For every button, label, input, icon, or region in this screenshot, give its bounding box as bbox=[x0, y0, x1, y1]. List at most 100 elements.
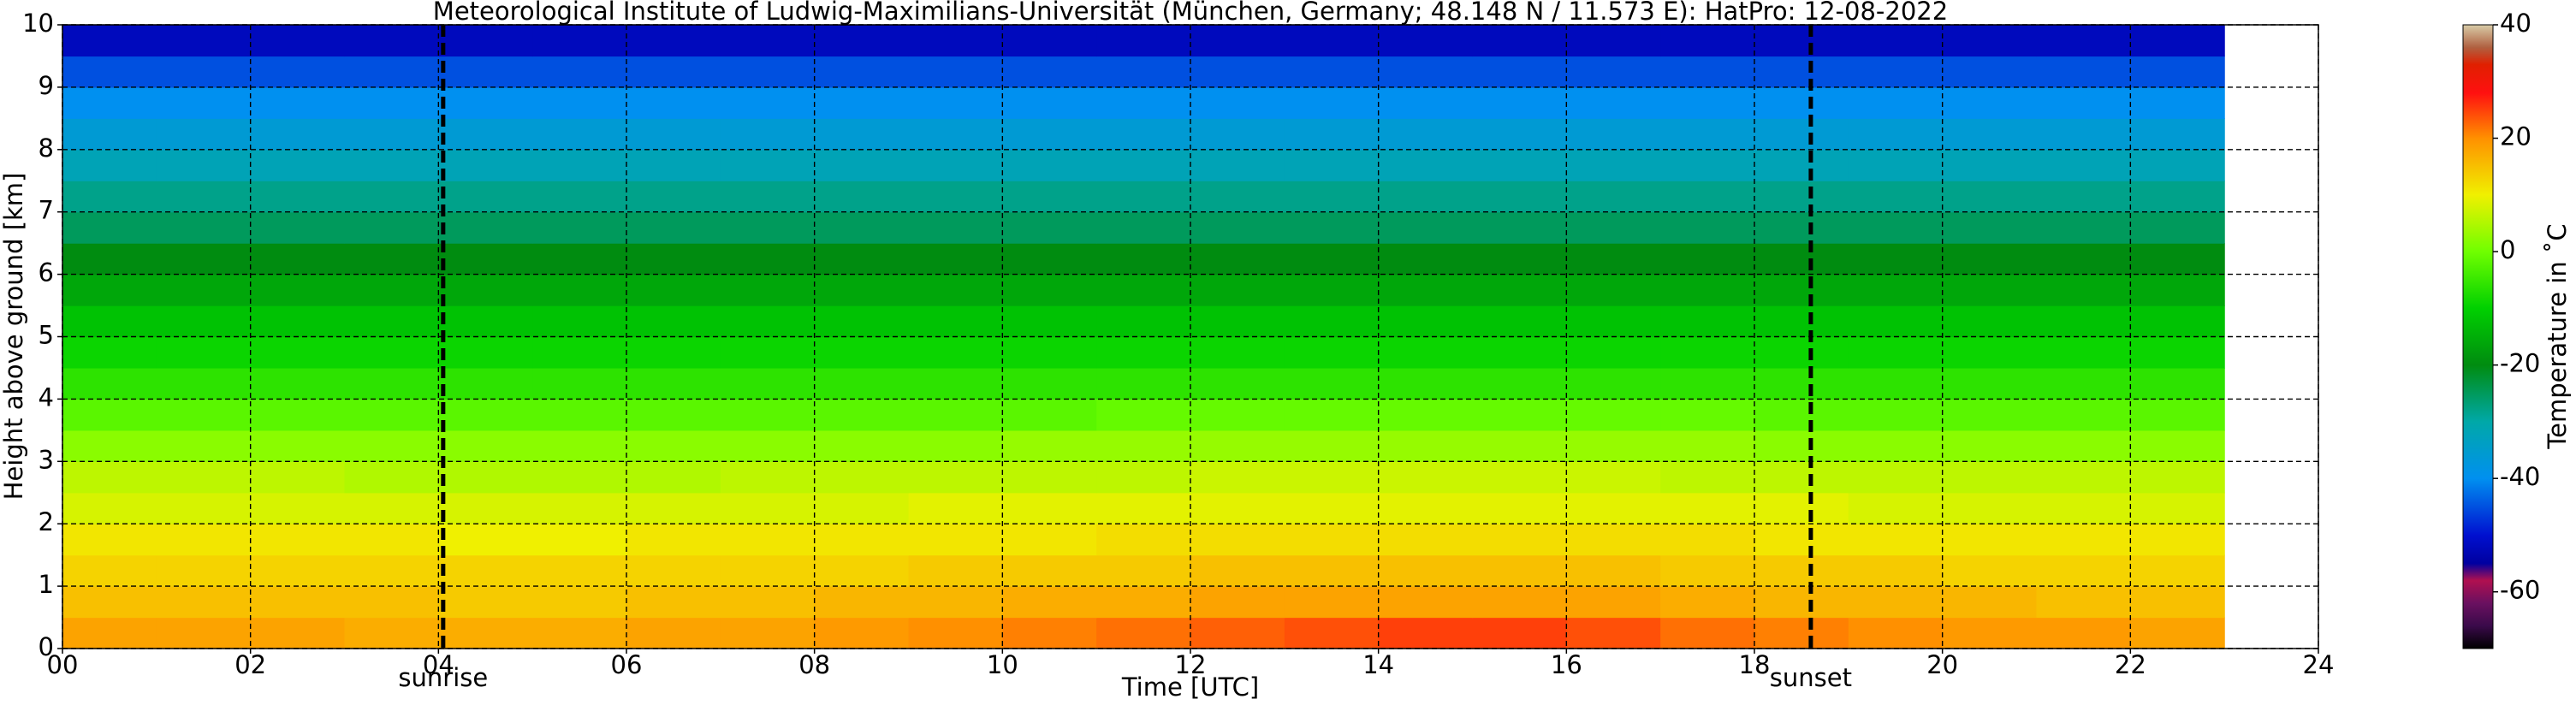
heat-cell bbox=[344, 430, 439, 462]
heat-cell bbox=[344, 399, 439, 431]
heat-cell bbox=[1096, 367, 1191, 400]
heat-cell bbox=[1002, 399, 1097, 431]
heat-cell bbox=[344, 274, 439, 306]
heat-cell bbox=[250, 617, 346, 649]
heat-cell bbox=[1190, 492, 1285, 524]
heat-cell bbox=[344, 211, 439, 244]
heat-cell bbox=[1002, 554, 1097, 587]
heat-cell bbox=[720, 118, 816, 151]
heat-cell bbox=[1096, 274, 1191, 306]
heat-cell bbox=[1284, 461, 1380, 494]
x-tick-label: 24 bbox=[2303, 650, 2335, 679]
heat-cell bbox=[156, 586, 252, 619]
heat-cell bbox=[532, 430, 627, 462]
heat-cell bbox=[2130, 617, 2225, 649]
heat-cell bbox=[1660, 25, 1755, 57]
heat-cell bbox=[532, 617, 627, 649]
heat-cell bbox=[1848, 86, 1944, 119]
heat-cell bbox=[1942, 554, 2038, 587]
heat-cell bbox=[1284, 25, 1380, 57]
heat-cell bbox=[250, 86, 346, 119]
x-tick-label: 16 bbox=[1551, 650, 1582, 679]
heat-cell bbox=[1096, 492, 1191, 524]
heat-cell bbox=[1284, 617, 1380, 649]
heat-cell bbox=[908, 86, 1003, 119]
heat-cell bbox=[626, 243, 721, 275]
heat-cell bbox=[1190, 399, 1285, 431]
colorbar-tick-label: 0 bbox=[2500, 235, 2515, 264]
y-tick-label: 9 bbox=[39, 71, 54, 100]
heat-cell bbox=[438, 86, 533, 119]
heat-cell bbox=[1566, 56, 1661, 88]
heat-cell bbox=[344, 461, 439, 494]
heat-cell bbox=[2036, 430, 2131, 462]
x-tick-label: 20 bbox=[1926, 650, 1958, 679]
heat-cell bbox=[156, 305, 252, 338]
heat-cell bbox=[1660, 118, 1755, 151]
heat-cell bbox=[1284, 554, 1380, 587]
heat-cell bbox=[814, 586, 910, 619]
heat-cell bbox=[344, 336, 439, 369]
heat-cell bbox=[532, 243, 627, 275]
heat-cell bbox=[1754, 118, 1849, 151]
heat-cell bbox=[1284, 399, 1380, 431]
heat-cell bbox=[62, 399, 157, 431]
heat-cell bbox=[2036, 399, 2131, 431]
heat-cell bbox=[1942, 524, 2038, 556]
heat-cell bbox=[1754, 492, 1849, 524]
heat-cell bbox=[1660, 243, 1755, 275]
heat-cell bbox=[1660, 617, 1755, 649]
heat-cell bbox=[438, 586, 533, 619]
x-tick-label: 06 bbox=[611, 650, 643, 679]
heat-cell bbox=[1848, 367, 1944, 400]
heat-cell bbox=[1096, 243, 1191, 275]
x-tick-label: 08 bbox=[798, 650, 830, 679]
heat-cell bbox=[532, 118, 627, 151]
heat-cell bbox=[1096, 305, 1191, 338]
heat-cell bbox=[1754, 25, 1849, 57]
heat-cell bbox=[1284, 243, 1380, 275]
heat-cell bbox=[1660, 336, 1755, 369]
heat-cell bbox=[626, 86, 721, 119]
heat-cell bbox=[532, 554, 627, 587]
heat-cell bbox=[1942, 461, 2038, 494]
heat-cell bbox=[250, 430, 346, 462]
heat-cell bbox=[1942, 118, 2038, 151]
heat-cell bbox=[344, 56, 439, 88]
heat-cell bbox=[1848, 243, 1944, 275]
heat-cell bbox=[1472, 118, 1567, 151]
heat-cell bbox=[1754, 524, 1849, 556]
heat-cell bbox=[908, 243, 1003, 275]
heat-cell bbox=[1942, 617, 2038, 649]
heat-cell bbox=[62, 243, 157, 275]
heat-cell bbox=[1284, 367, 1380, 400]
heat-cell bbox=[156, 243, 252, 275]
heat-cell bbox=[2130, 211, 2225, 244]
heat-cell bbox=[720, 274, 816, 306]
heat-cell bbox=[814, 305, 910, 338]
heat-cell bbox=[1472, 492, 1567, 524]
heat-cell bbox=[344, 524, 439, 556]
heat-cell bbox=[1284, 181, 1380, 213]
heat-cell bbox=[1566, 211, 1661, 244]
heat-cell bbox=[344, 492, 439, 524]
heat-cell bbox=[1754, 461, 1849, 494]
heat-cell bbox=[532, 367, 627, 400]
heat-cell bbox=[250, 243, 346, 275]
heat-cell bbox=[344, 367, 439, 400]
heat-cell bbox=[908, 430, 1003, 462]
heat-cell bbox=[626, 524, 721, 556]
heat-cell bbox=[1002, 617, 1097, 649]
heat-cell bbox=[908, 274, 1003, 306]
heat-cell bbox=[1096, 25, 1191, 57]
y-tick-label: 4 bbox=[39, 382, 54, 412]
heat-cell bbox=[1754, 617, 1849, 649]
heat-cell bbox=[626, 211, 721, 244]
heat-cell bbox=[1660, 586, 1755, 619]
heat-cell bbox=[908, 554, 1003, 587]
heat-cell bbox=[626, 367, 721, 400]
heat-cell bbox=[1284, 586, 1380, 619]
heat-cell bbox=[1096, 336, 1191, 369]
heat-cell bbox=[250, 149, 346, 181]
heat-cell bbox=[814, 554, 910, 587]
